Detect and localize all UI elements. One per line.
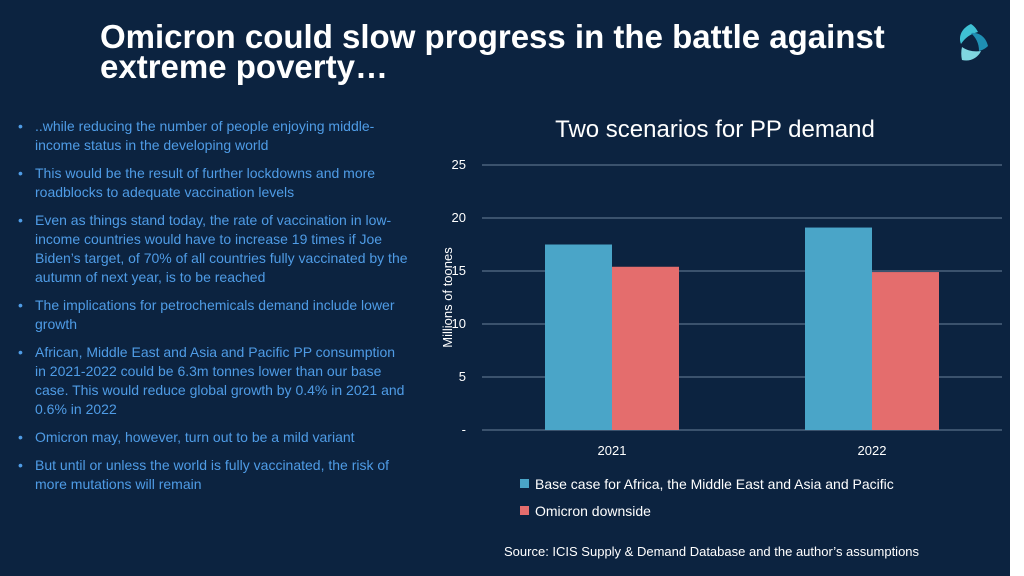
bullet-dot: • [18, 212, 23, 228]
bullet-dot: • [18, 165, 23, 181]
y-tick-label: 25 [452, 157, 466, 172]
y-tick-label: 5 [459, 369, 466, 384]
y-axis-ticks: - 5 10 15 20 25 [452, 157, 466, 437]
bar-omicron-downside-2022 [872, 272, 939, 430]
x-tick-label: 2021 [598, 443, 627, 458]
bullet-item: • But until or unless the world is fully … [18, 456, 408, 494]
bullet-item: • The implications for petrochemicals dem… [18, 296, 408, 334]
icis-leaf-logo-icon [960, 24, 988, 61]
bar-omicron-downside-2021 [612, 266, 679, 430]
bullet-list: • ..while reducing the number of people e… [18, 117, 408, 503]
bullet-text: But until or unless the world is fully v… [35, 457, 390, 492]
bullet-text: The implications for petrochemicals dema… [35, 297, 395, 332]
bullet-item: • ..while reducing the number of people e… [18, 117, 408, 155]
legend-item: Omicron downside [520, 497, 894, 524]
bullet-item: • Omicron may, however, turn out to be a … [18, 428, 408, 447]
source-note: Source: ICIS Supply & Demand Database an… [504, 544, 920, 559]
bullet-item: • This would be the result of further loc… [18, 164, 408, 202]
y-tick-label: 20 [452, 210, 466, 225]
bullet-text: African, Middle East and Asia and Pacifi… [35, 344, 405, 417]
bullet-text: Even as things stand today, the rate of … [35, 212, 408, 285]
y-tick-label: 15 [452, 263, 466, 278]
legend-swatch [520, 506, 529, 515]
legend-swatch [520, 479, 529, 488]
bars [545, 227, 939, 430]
slide-title: Omicron could slow progress in the battl… [100, 18, 885, 85]
bar-base-case-2021 [545, 244, 612, 430]
x-axis-ticks: 2021 2022 [598, 443, 887, 458]
bullet-dot: • [18, 429, 23, 445]
bar-base-case-2022 [805, 227, 872, 430]
bullet-dot: • [18, 457, 23, 473]
bullet-dot: • [18, 297, 23, 313]
bullet-dot: • [18, 118, 23, 134]
bullet-item: • African, Middle East and Asia and Pacif… [18, 343, 408, 419]
bar-chart: - 5 10 15 20 25 2021 2022 Millions of toones [440, 157, 1002, 458]
y-axis-label: Millions of toones [440, 247, 455, 348]
x-tick-label: 2022 [858, 443, 887, 458]
y-tick-label: - [462, 422, 466, 437]
bullet-dot: • [18, 344, 23, 360]
bullet-text: ..while reducing the number of people en… [35, 118, 375, 153]
legend-label: Base case for Africa, the Middle East an… [535, 475, 894, 492]
chart-title: Two scenarios for PP demand [555, 116, 875, 143]
legend-item: Base case for Africa, the Middle East an… [520, 470, 894, 497]
y-tick-label: 10 [452, 316, 466, 331]
bullet-item: • Even as things stand today, the rate of… [18, 211, 408, 287]
bullet-text: Omicron may, however, turn out to be a m… [35, 429, 355, 445]
chart-legend: Base case for Africa, the Middle East an… [520, 470, 894, 524]
bullet-text: This would be the result of further lock… [35, 165, 376, 200]
legend-label: Omicron downside [535, 502, 651, 519]
